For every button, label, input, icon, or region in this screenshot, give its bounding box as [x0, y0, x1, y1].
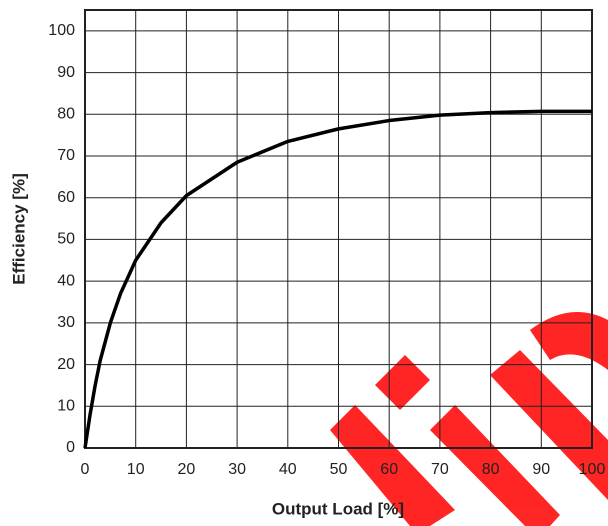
y-tick-label: 40	[57, 272, 75, 289]
y-tick-label: 90	[57, 64, 75, 81]
x-tick-label: 50	[330, 461, 348, 478]
y-tick-label: 20	[57, 356, 75, 373]
x-tick-label: 80	[482, 461, 500, 478]
y-tick-label: 100	[48, 22, 75, 39]
y-tick-label: 70	[57, 147, 75, 164]
x-tick-label: 30	[228, 461, 246, 478]
y-axis-title: Efficiency [%]	[9, 173, 28, 284]
y-tick-label: 50	[57, 231, 75, 248]
x-tick-label: 0	[81, 461, 90, 478]
x-axis-title: Output Load [%]	[272, 499, 404, 518]
line-series	[83, 109, 592, 449]
x-tick-label: 90	[532, 461, 550, 478]
x-tick-label: 10	[127, 461, 145, 478]
x-tick-label: 70	[431, 461, 449, 478]
x-tick-label: 20	[178, 461, 196, 478]
y-tick-label: 80	[57, 106, 75, 123]
y-tick-label: 60	[57, 189, 75, 206]
watermark	[330, 312, 608, 526]
x-tick-label: 40	[279, 461, 297, 478]
y-tick-label: 0	[66, 439, 75, 456]
y-tick-label: 30	[57, 314, 75, 331]
y-tick-label: 10	[57, 398, 75, 415]
x-tick-label: 60	[380, 461, 398, 478]
x-tick-label: 100	[579, 461, 606, 478]
